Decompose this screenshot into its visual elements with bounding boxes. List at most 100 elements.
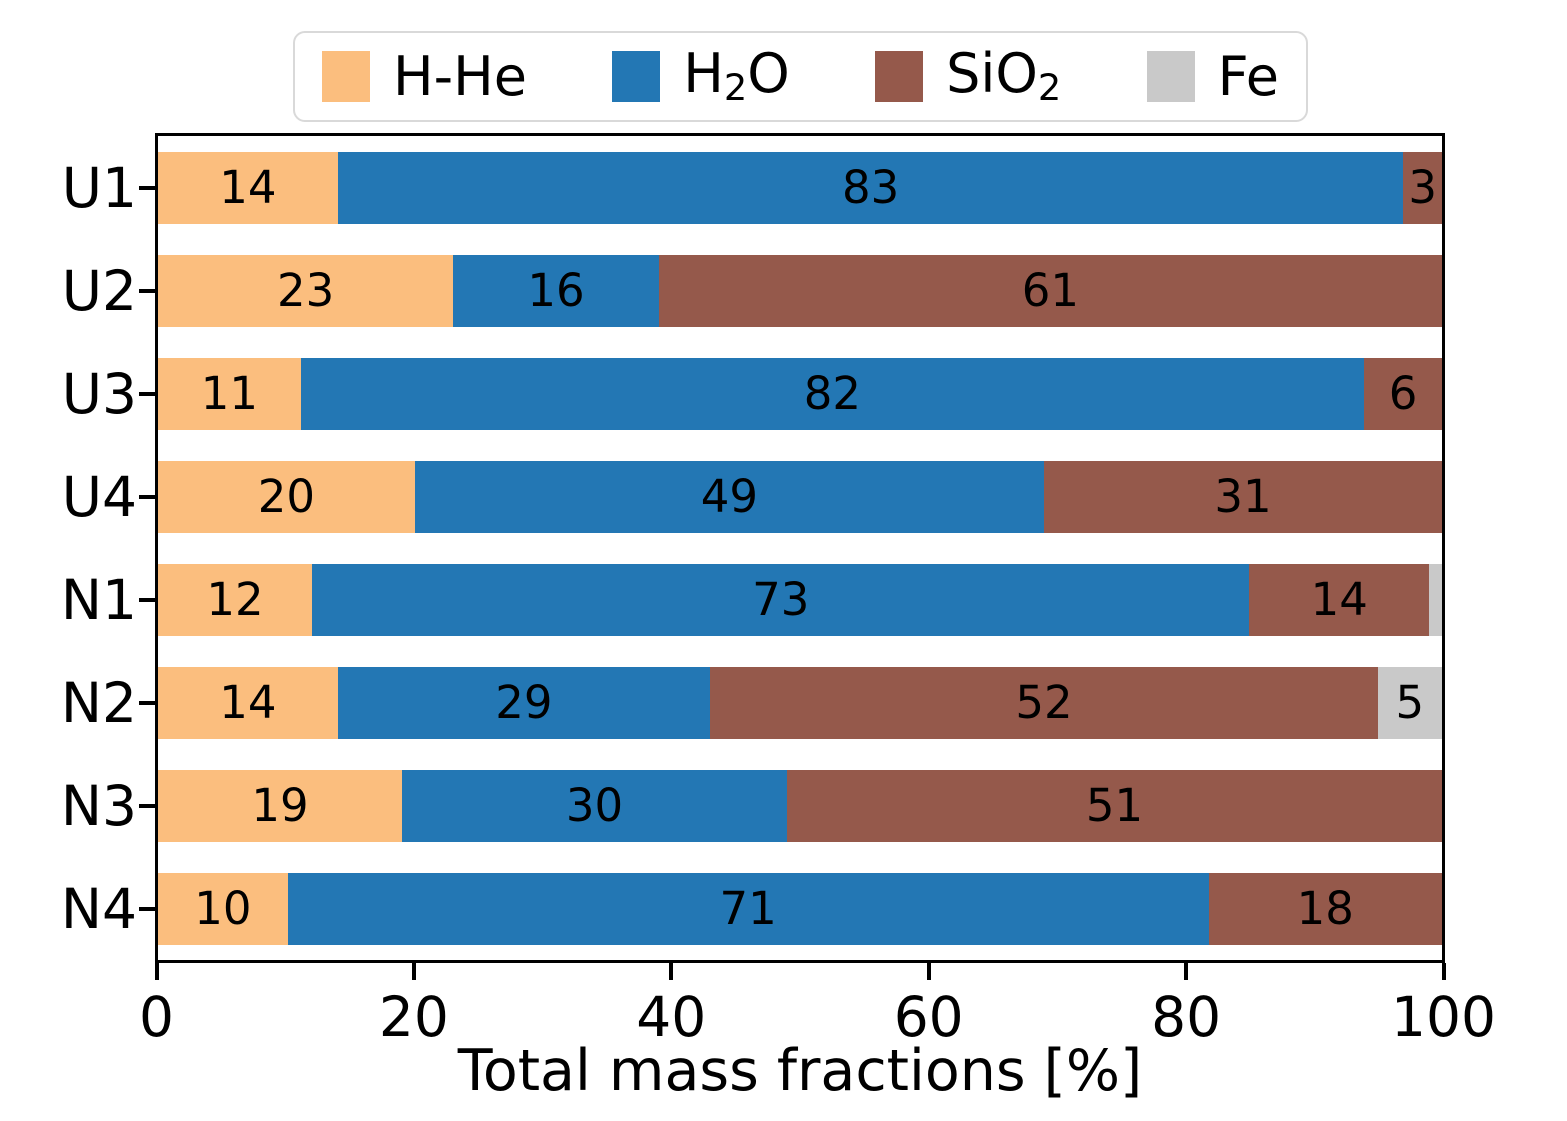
y-tick-label-n2: N2 bbox=[60, 670, 137, 735]
plot-area: 14 83 3 23 16 61 11 82 6 20 49 31 12 73 14 14 29 52 5 19 30 5… bbox=[155, 133, 1445, 963]
legend-label: H-He bbox=[393, 44, 527, 108]
legend-swatch-h-he bbox=[322, 51, 370, 102]
bar-segment-h2o-n4: 71 bbox=[287, 872, 1209, 945]
bar-value-label: 14 bbox=[1310, 573, 1368, 626]
bar-value-label: 83 bbox=[841, 161, 900, 214]
bar-segment-sio2-u2: 61 bbox=[658, 254, 1442, 327]
legend-item-sio2: SiO2 bbox=[875, 41, 1062, 109]
x-axis-label: Total mass fractions [%] bbox=[457, 1038, 1143, 1104]
bar-segment-sio2-n1: 14 bbox=[1249, 563, 1430, 636]
bar-row-n1: 12 73 14 bbox=[158, 563, 1442, 636]
bar-row-u3: 11 82 6 bbox=[158, 357, 1442, 430]
bar-segment-fe-n2: 5 bbox=[1377, 666, 1442, 739]
bar-segment-h-he-n3: 19 bbox=[158, 769, 402, 842]
legend-swatch-fe bbox=[1146, 51, 1195, 102]
bar-segment-sio2-n3: 51 bbox=[787, 769, 1442, 842]
bar-segment-sio2-u3: 6 bbox=[1364, 357, 1442, 430]
y-tick-mark bbox=[139, 494, 155, 499]
bar-value-label: 11 bbox=[200, 367, 258, 420]
bar-segment-h2o-n1: 73 bbox=[312, 563, 1250, 636]
bar-row-u2: 23 16 61 bbox=[158, 254, 1442, 327]
legend-swatch-h2o bbox=[612, 50, 661, 102]
legend-item-h2o: H2O bbox=[612, 41, 790, 109]
legend-label: Fe bbox=[1217, 44, 1279, 108]
y-tick-mark bbox=[139, 700, 155, 705]
bar-value-label: 61 bbox=[1021, 264, 1079, 317]
bar-segment-h2o-n2: 29 bbox=[337, 666, 711, 739]
legend-item-h-he: H-He bbox=[322, 44, 527, 108]
bar-value-label: 6 bbox=[1388, 367, 1418, 420]
x-tick-label-80: 80 bbox=[1151, 985, 1222, 1049]
bar-segment-h-he-u2: 23 bbox=[158, 254, 454, 327]
x-tick-label-60: 60 bbox=[893, 985, 964, 1049]
bar-value-label: 51 bbox=[1085, 779, 1144, 832]
bar-row-u4: 20 49 31 bbox=[158, 460, 1442, 533]
bar-value-label: 73 bbox=[752, 573, 810, 626]
bar-value-label: 30 bbox=[565, 779, 624, 832]
y-tick-label-n1: N1 bbox=[60, 567, 137, 632]
bar-value-label: 23 bbox=[277, 264, 335, 317]
bar-segment-h-he-n4: 10 bbox=[158, 872, 288, 945]
y-tick-mark bbox=[139, 391, 155, 396]
y-tick-label-u3: U3 bbox=[61, 361, 137, 426]
bar-value-label: 31 bbox=[1214, 470, 1272, 523]
bar-value-label: 3 bbox=[1408, 161, 1438, 214]
x-tick-mark bbox=[926, 963, 931, 980]
x-tick-label-100: 100 bbox=[1391, 985, 1496, 1049]
bar-segment-h-he-u4: 20 bbox=[158, 460, 415, 533]
bar-value-label: 5 bbox=[1395, 676, 1425, 729]
bar-row-n4: 10 71 18 bbox=[158, 872, 1442, 945]
bar-segment-sio2-u4: 31 bbox=[1043, 460, 1442, 533]
y-tick-label-n3: N3 bbox=[60, 773, 137, 838]
y-tick-mark bbox=[139, 288, 155, 293]
bar-segment-h-he-u3: 11 bbox=[158, 357, 301, 430]
bar-segment-sio2-n4: 18 bbox=[1208, 872, 1442, 945]
bar-segment-h2o-u4: 49 bbox=[414, 460, 1044, 533]
y-tick-mark bbox=[139, 906, 155, 911]
bar-segment-fe-n1 bbox=[1429, 563, 1442, 636]
legend: H-He H2O SiO2 Fe bbox=[293, 31, 1308, 122]
x-tick-mark bbox=[1184, 963, 1189, 980]
bar-segment-h-he-n2: 14 bbox=[158, 666, 338, 739]
bar-value-label: 49 bbox=[700, 470, 758, 523]
bar-row-n2: 14 29 52 5 bbox=[158, 666, 1442, 739]
y-tick-label-u1: U1 bbox=[61, 155, 137, 220]
x-tick-mark bbox=[411, 963, 416, 980]
bar-value-label: 20 bbox=[257, 470, 316, 523]
bar-value-label: 14 bbox=[219, 676, 277, 729]
y-tick-label-u4: U4 bbox=[61, 464, 137, 529]
bar-row-u1: 14 83 3 bbox=[158, 151, 1442, 224]
bar-segment-sio2-n2: 52 bbox=[710, 666, 1378, 739]
bar-value-label: 18 bbox=[1296, 882, 1354, 935]
bar-value-label: 71 bbox=[719, 882, 777, 935]
x-tick-mark bbox=[669, 963, 674, 980]
bar-value-label: 14 bbox=[219, 161, 277, 214]
bar-segment-h-he-n1: 12 bbox=[158, 563, 313, 636]
bar-segment-h2o-n3: 30 bbox=[401, 769, 788, 842]
bar-value-label: 12 bbox=[206, 573, 264, 626]
legend-swatch-sio2 bbox=[875, 50, 924, 102]
bar-value-label: 82 bbox=[803, 367, 862, 420]
bar-row-n3: 19 30 51 bbox=[158, 769, 1442, 842]
y-tick-mark bbox=[139, 185, 155, 190]
bar-segment-h-he-u1: 14 bbox=[158, 151, 338, 224]
bar-value-label: 19 bbox=[251, 779, 309, 832]
bar-segment-h2o-u1: 83 bbox=[337, 151, 1404, 224]
y-tick-mark bbox=[139, 803, 155, 808]
bar-segment-sio2-u1: 3 bbox=[1403, 151, 1442, 224]
bar-segment-h2o-u2: 16 bbox=[453, 254, 659, 327]
bar-value-label: 29 bbox=[495, 676, 553, 729]
y-tick-label-u2: U2 bbox=[61, 258, 137, 323]
x-tick-label-0: 0 bbox=[139, 985, 174, 1049]
x-tick-label-40: 40 bbox=[636, 985, 707, 1049]
bar-value-label: 10 bbox=[194, 882, 252, 935]
legend-label: SiO2 bbox=[946, 41, 1062, 109]
y-tick-mark bbox=[139, 597, 155, 602]
x-tick-mark bbox=[154, 963, 159, 980]
bar-value-label: 52 bbox=[1015, 676, 1073, 729]
y-tick-label-n4: N4 bbox=[60, 876, 137, 941]
bar-value-label: 16 bbox=[527, 264, 585, 317]
legend-label: H2O bbox=[683, 41, 790, 109]
bar-segment-h2o-u3: 82 bbox=[300, 357, 1365, 430]
